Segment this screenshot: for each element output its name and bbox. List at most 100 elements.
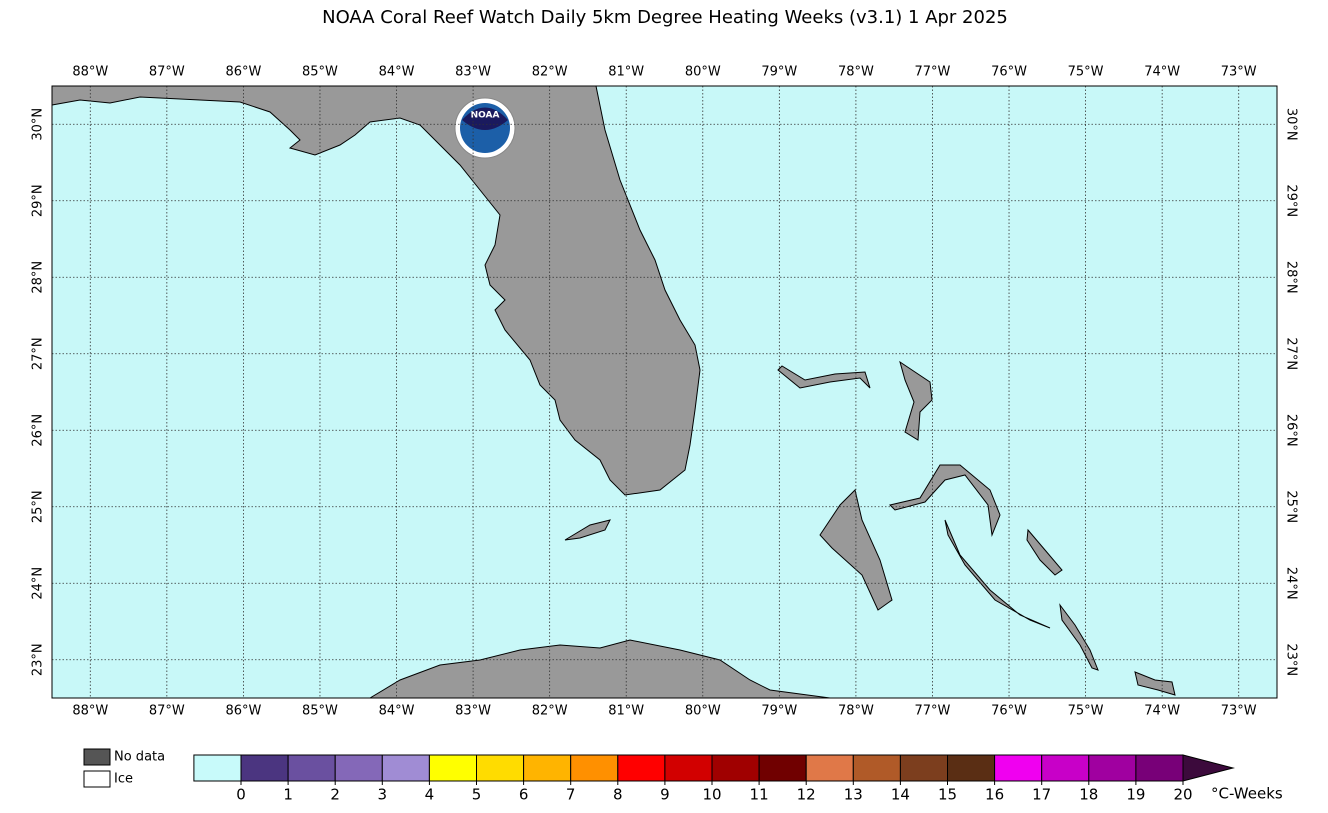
lon-label-bottom: 87°W (149, 704, 185, 719)
colorbar-swatch (899, 754, 949, 782)
colorbar-swatch (805, 754, 854, 782)
colorbar-tick-label: 11 (750, 786, 769, 804)
lon-label-bottom: 80°W (685, 704, 721, 719)
grand-bahama (777, 365, 871, 389)
colorbar-swatch (193, 754, 242, 782)
colorbar-tick-label: 9 (660, 786, 670, 804)
colorbar-swatch (852, 754, 901, 782)
lon-label-bottom: 73°W (1221, 704, 1257, 719)
colorbar-swatch (664, 754, 713, 782)
lon-label-top: 84°W (379, 65, 415, 80)
colorbar-tick-label: 20 (1173, 786, 1192, 804)
legend: No data Ice (83, 748, 165, 788)
lon-label-top: 88°W (72, 65, 108, 80)
lon-label-bottom: 84°W (379, 704, 415, 719)
colorbar-tick-label: 1 (283, 786, 293, 804)
lon-label-bottom: 82°W (532, 704, 568, 719)
colorbar-swatch (334, 754, 383, 782)
colorbar-tick-label: 5 (472, 786, 482, 804)
colorbar-swatch (1041, 754, 1090, 782)
lat-label-right: 29°N (1284, 184, 1299, 217)
keys (564, 519, 611, 541)
legend-swatch (83, 748, 111, 766)
colorbar-tick-label: 13 (844, 786, 863, 804)
lat-label-right: 25°N (1284, 490, 1299, 523)
colorbar-tick-label: 10 (702, 786, 721, 804)
lon-label-top: 87°W (149, 65, 185, 80)
lat-label-right: 27°N (1284, 337, 1299, 370)
lon-label-bottom: 85°W (302, 704, 338, 719)
colorbar-tick-label: 17 (1032, 786, 1051, 804)
colorbar-label: °C-Weeks (1211, 785, 1283, 803)
lat-label-left: 29°N (31, 184, 46, 217)
lon-label-top: 75°W (1068, 65, 1104, 80)
colorbar-swatch (428, 754, 477, 782)
cuba (368, 639, 831, 699)
lat-label-left: 28°N (31, 261, 46, 294)
lat-label-left: 25°N (31, 490, 46, 523)
colorbar-swatch (994, 754, 1043, 782)
lat-label-left: 24°N (31, 567, 46, 600)
eleuthera (889, 464, 1001, 537)
land (51, 85, 1176, 699)
lon-label-bottom: 75°W (1068, 704, 1104, 719)
colorbar-tick-label: 16 (985, 786, 1004, 804)
lon-label-top: 74°W (1144, 65, 1180, 80)
lon-label-bottom: 79°W (761, 704, 797, 719)
lat-label-left: 30°N (31, 108, 46, 141)
legend-swatch (83, 770, 111, 788)
exuma (944, 519, 1051, 629)
lon-label-top: 79°W (761, 65, 797, 80)
legend-label: Ice (114, 772, 133, 787)
colorbar-tick-label: 2 (330, 786, 340, 804)
colorbar-extension (1182, 754, 1235, 782)
colorbar-tick-label: 15 (938, 786, 957, 804)
lon-label-bottom: 77°W (915, 704, 951, 719)
inagua (1134, 671, 1176, 696)
colorbar-swatch (758, 754, 807, 782)
lat-label-right: 28°N (1284, 261, 1299, 294)
lat-label-left: 26°N (31, 414, 46, 447)
lat-label-right: 24°N (1284, 567, 1299, 600)
cat-island (1026, 528, 1063, 576)
legend-label: No data (114, 750, 165, 765)
lon-label-top: 77°W (915, 65, 951, 80)
colorbar-tick-label: 4 (425, 786, 435, 804)
colorbar-swatch (523, 754, 572, 782)
colorbar-swatch (381, 754, 430, 782)
axes: 88°W 88°W 87°W 87°W 86°W 86°W 85°W 85°W 84°W 84°W… (31, 65, 1299, 719)
lat-label-left: 27°N (31, 337, 46, 370)
map-title: NOAA Coral Reef Watch Daily 5km Degree H… (322, 7, 1008, 28)
lon-label-bottom: 74°W (1144, 704, 1180, 719)
colorbar-tick-label: 0 (236, 786, 246, 804)
lon-label-bottom: 83°W (455, 704, 491, 719)
colorbar-swatch (711, 754, 760, 782)
colorbar-tick-label: 8 (613, 786, 623, 804)
lon-label-top: 82°W (532, 65, 568, 80)
lon-label-bottom: 88°W (72, 704, 108, 719)
lon-label-bottom: 78°W (838, 704, 874, 719)
colorbar-tick-label: 18 (1079, 786, 1098, 804)
colorbar-tick-label: 14 (891, 786, 910, 804)
colorbar-swatch (476, 754, 525, 782)
lon-label-top: 80°W (685, 65, 721, 80)
lat-label-right: 26°N (1284, 414, 1299, 447)
colorbar-swatch (240, 754, 289, 782)
colorbar-tick-label: 19 (1126, 786, 1145, 804)
colorbar-swatch (1088, 754, 1137, 782)
colorbar-swatch (617, 754, 666, 782)
logo-text: NOAA (471, 111, 500, 121)
lon-label-bottom: 76°W (991, 704, 1027, 719)
colorbar-tick-label: 12 (797, 786, 816, 804)
andros (819, 489, 893, 611)
lon-label-top: 86°W (225, 65, 261, 80)
colorbar-swatch (1135, 754, 1184, 782)
lon-label-top: 78°W (838, 65, 874, 80)
colorbar-tick-label: 3 (378, 786, 388, 804)
colorbar-tick-label: 7 (566, 786, 576, 804)
lat-label-right: 23°N (1284, 643, 1299, 676)
lon-label-bottom: 86°W (225, 704, 261, 719)
colorbar-swatch (947, 754, 996, 782)
lat-label-left: 23°N (31, 643, 46, 676)
